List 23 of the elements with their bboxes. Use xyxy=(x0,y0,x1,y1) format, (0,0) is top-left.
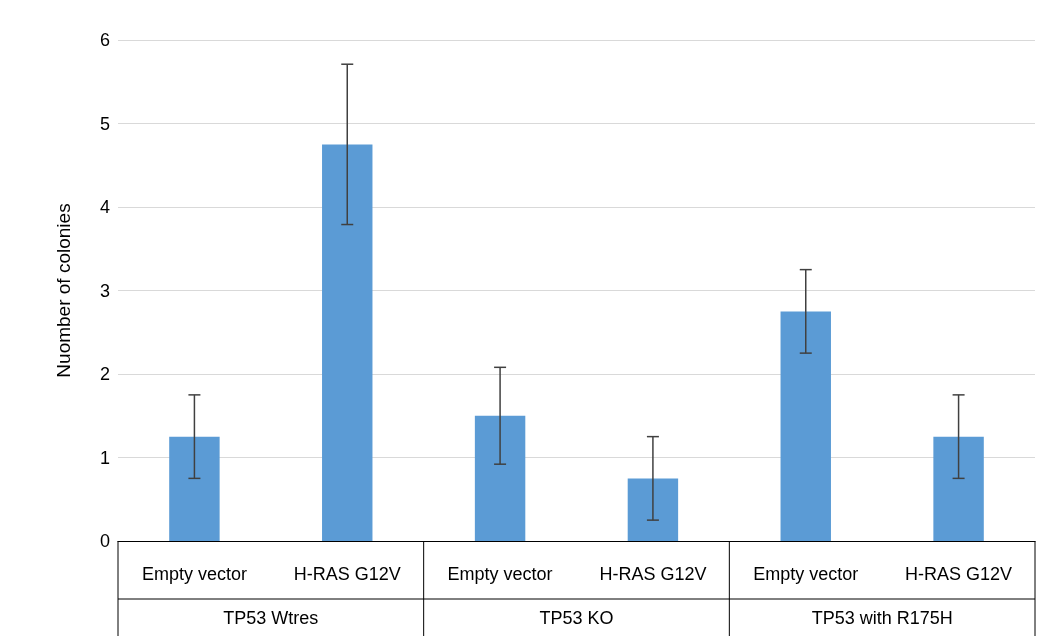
text: TP53 with R175H xyxy=(811,608,953,628)
x-tick-label: H-RAS G12V xyxy=(293,564,401,584)
bar xyxy=(933,436,984,541)
x-tick-label: Empty vector xyxy=(753,564,859,584)
y-tick-label: 2 xyxy=(99,364,110,384)
y-axis-title: Nuomber of colonies xyxy=(53,203,74,378)
text: TP53 Wtres xyxy=(223,608,319,628)
bar xyxy=(169,436,220,541)
bar xyxy=(780,311,831,541)
bar xyxy=(322,144,373,541)
x-tick-label: H-RAS G12V xyxy=(599,564,707,584)
x-tick-label: Empty vector xyxy=(141,564,247,584)
y-tick-label: 6 xyxy=(99,30,110,50)
x-tick-label: H-RAS G12V xyxy=(905,564,1013,584)
y-tick-label: 5 xyxy=(99,113,110,134)
text: TP53 KO xyxy=(539,608,614,628)
y-tick-label: 4 xyxy=(99,197,110,217)
bar xyxy=(474,415,526,541)
y-tick-label: 0 xyxy=(99,531,110,551)
x-tick-label: Empty vector xyxy=(447,564,553,584)
bar xyxy=(627,478,679,541)
y-tick-label: 1 xyxy=(99,447,110,468)
y-tick-label: 3 xyxy=(99,280,110,301)
